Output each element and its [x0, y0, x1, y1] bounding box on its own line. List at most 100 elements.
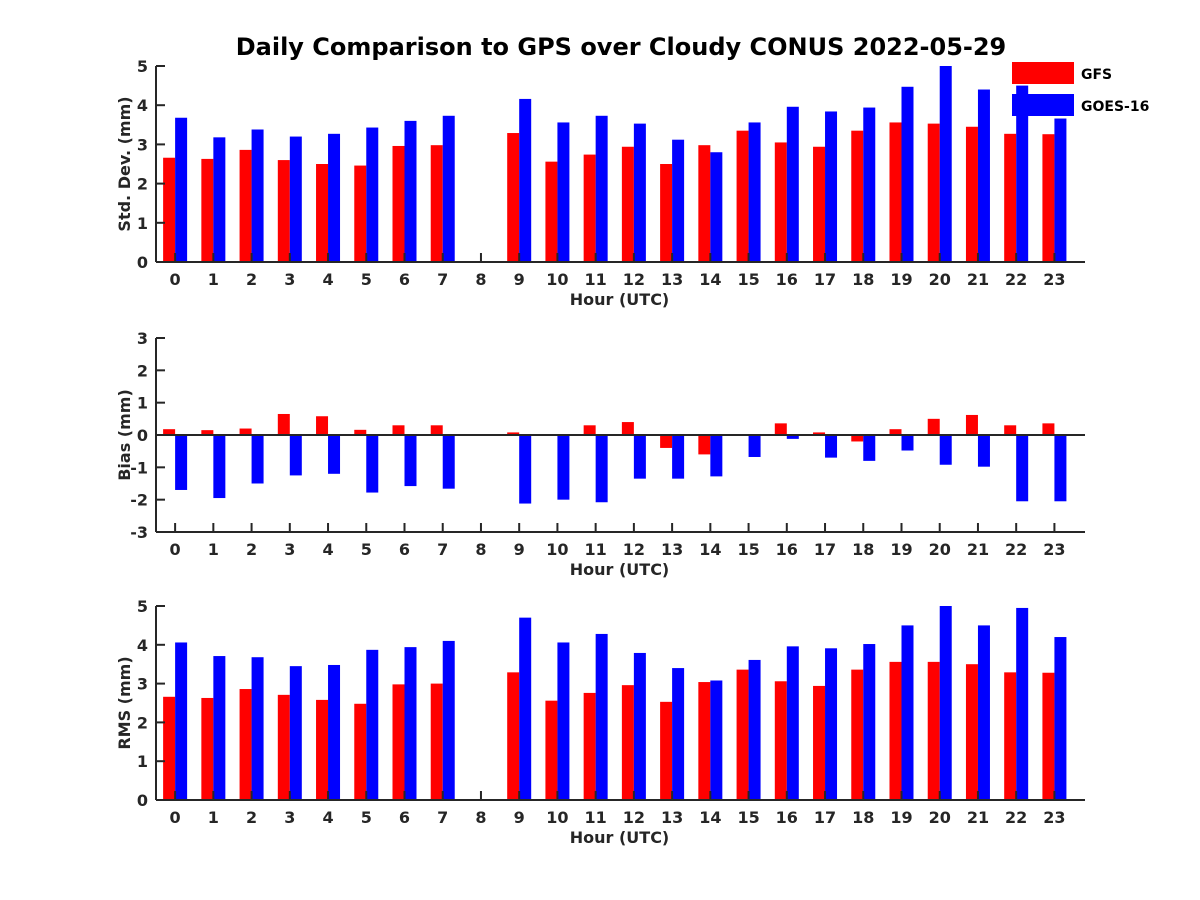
x-tick-label: 15 [737, 808, 759, 827]
bar-rms-goes-16-18 [863, 644, 876, 800]
y-tick-label: 5 [137, 57, 148, 76]
bar-rms-goes-16-11 [595, 633, 608, 800]
bar-rms-gfs-12 [621, 685, 634, 800]
bar-rms-gfs-3 [277, 694, 290, 800]
bar-rms-gfs-21 [965, 664, 978, 800]
y-tick-label: 1 [137, 752, 148, 771]
bar-rms-gfs-15 [736, 669, 749, 800]
bar-rms-goes-16-0 [175, 642, 188, 800]
bar-bias-goes-16-12 [633, 435, 646, 479]
x-tick-label: 6 [399, 270, 410, 289]
y-tick-label: 4 [137, 96, 148, 115]
bar-rms-gfs-19 [889, 661, 902, 800]
bar-std-dev-goes-16-3 [289, 136, 302, 262]
x-tick-label: 1 [208, 270, 219, 289]
legend-label-gfs: GFS [1081, 67, 1112, 83]
y-tick-label: 0 [137, 791, 148, 810]
x-tick-label: 2 [246, 540, 257, 559]
x-tick-label: 13 [661, 540, 683, 559]
x-tick-label: 23 [1043, 270, 1065, 289]
x-tick-label: 14 [699, 270, 721, 289]
y-axis-label: RMS (mm) [115, 656, 134, 749]
x-axis-label: Hour (UTC) [570, 828, 670, 847]
bar-rms-gfs-13 [660, 701, 673, 800]
bar-bias-gfs-2 [239, 428, 252, 435]
x-tick-label: 14 [699, 540, 721, 559]
bar-std-dev-goes-16-21 [977, 89, 990, 263]
figure-title: Daily Comparison to GPS over Cloudy CONU… [236, 33, 1007, 61]
bar-rms-gfs-20 [927, 661, 940, 800]
x-tick-label: 22 [1005, 540, 1027, 559]
x-tick-label: 0 [170, 270, 181, 289]
bar-std-dev-gfs-0 [163, 157, 176, 262]
bar-std-dev-goes-16-14 [710, 152, 723, 262]
bar-std-dev-goes-16-17 [825, 111, 838, 262]
x-tick-label: 13 [661, 270, 683, 289]
bar-bias-goes-16-13 [672, 435, 685, 479]
bar-bias-gfs-7 [430, 425, 443, 435]
x-tick-label: 8 [475, 540, 486, 559]
x-tick-label: 22 [1005, 808, 1027, 827]
bar-rms-goes-16-9 [519, 617, 532, 800]
y-tick-label: 2 [137, 175, 148, 194]
bar-rms-goes-16-3 [289, 666, 302, 800]
x-tick-label: 22 [1005, 270, 1027, 289]
bar-std-dev-gfs-2 [239, 149, 252, 262]
x-tick-label: 2 [246, 270, 257, 289]
bar-std-dev-gfs-21 [965, 126, 978, 262]
bar-std-dev-goes-16-15 [748, 122, 761, 262]
bar-std-dev-gfs-22 [1004, 133, 1017, 262]
bar-rms-goes-16-6 [404, 647, 417, 800]
bar-bias-goes-16-16 [786, 435, 799, 439]
x-tick-label: 0 [170, 540, 181, 559]
bar-rms-gfs-23 [1042, 672, 1055, 800]
bar-rms-gfs-6 [392, 684, 405, 800]
legend: GFS GOES-16 [1012, 62, 1149, 116]
bar-std-dev-goes-16-10 [557, 122, 570, 262]
y-tick-label: -2 [130, 491, 148, 510]
y-tick-label: 0 [137, 253, 148, 272]
bar-std-dev-goes-16-1 [213, 137, 226, 262]
x-tick-label: 21 [967, 540, 989, 559]
y-tick-label: 2 [137, 361, 148, 380]
x-tick-label: 18 [852, 808, 874, 827]
x-tick-label: 7 [437, 808, 448, 827]
bar-bias-gfs-11 [583, 425, 596, 435]
bar-std-dev-gfs-7 [430, 145, 443, 262]
bar-std-dev-goes-16-7 [442, 115, 455, 262]
x-tick-label: 20 [929, 808, 951, 827]
bar-bias-goes-16-17 [825, 435, 838, 458]
bar-std-dev-gfs-6 [392, 145, 405, 262]
bar-bias-goes-16-23 [1054, 435, 1067, 502]
bar-std-dev-gfs-18 [851, 130, 864, 262]
bar-std-dev-goes-16-5 [366, 127, 379, 262]
bar-rms-gfs-10 [545, 700, 558, 800]
bar-bias-goes-16-6 [404, 435, 417, 487]
bar-bias-goes-16-19 [901, 435, 914, 451]
bar-std-dev-gfs-12 [621, 146, 634, 262]
y-tick-label: -1 [130, 458, 148, 477]
x-tick-label: 15 [737, 270, 759, 289]
bar-bias-goes-16-18 [863, 435, 876, 461]
x-tick-label: 12 [623, 540, 645, 559]
bar-std-dev-goes-16-22 [1016, 85, 1029, 262]
bar-rms-gfs-7 [430, 683, 443, 800]
x-tick-label: 3 [284, 808, 295, 827]
y-axis-label: Bias (mm) [115, 389, 134, 481]
bar-bias-gfs-19 [889, 429, 902, 435]
bar-bias-goes-16-1 [213, 435, 226, 499]
y-tick-label: 2 [137, 713, 148, 732]
bar-rms-gfs-1 [201, 697, 214, 800]
bar-bias-goes-16-9 [519, 435, 532, 504]
x-tick-label: 9 [514, 540, 525, 559]
x-tick-label: 17 [814, 808, 836, 827]
bar-bias-gfs-17 [813, 432, 826, 435]
bar-rms-goes-16-19 [901, 625, 914, 800]
x-tick-label: 16 [776, 270, 798, 289]
bar-bias-goes-16-5 [366, 435, 379, 493]
bar-bias-gfs-5 [354, 429, 367, 435]
bar-rms-goes-16-22 [1016, 607, 1029, 800]
